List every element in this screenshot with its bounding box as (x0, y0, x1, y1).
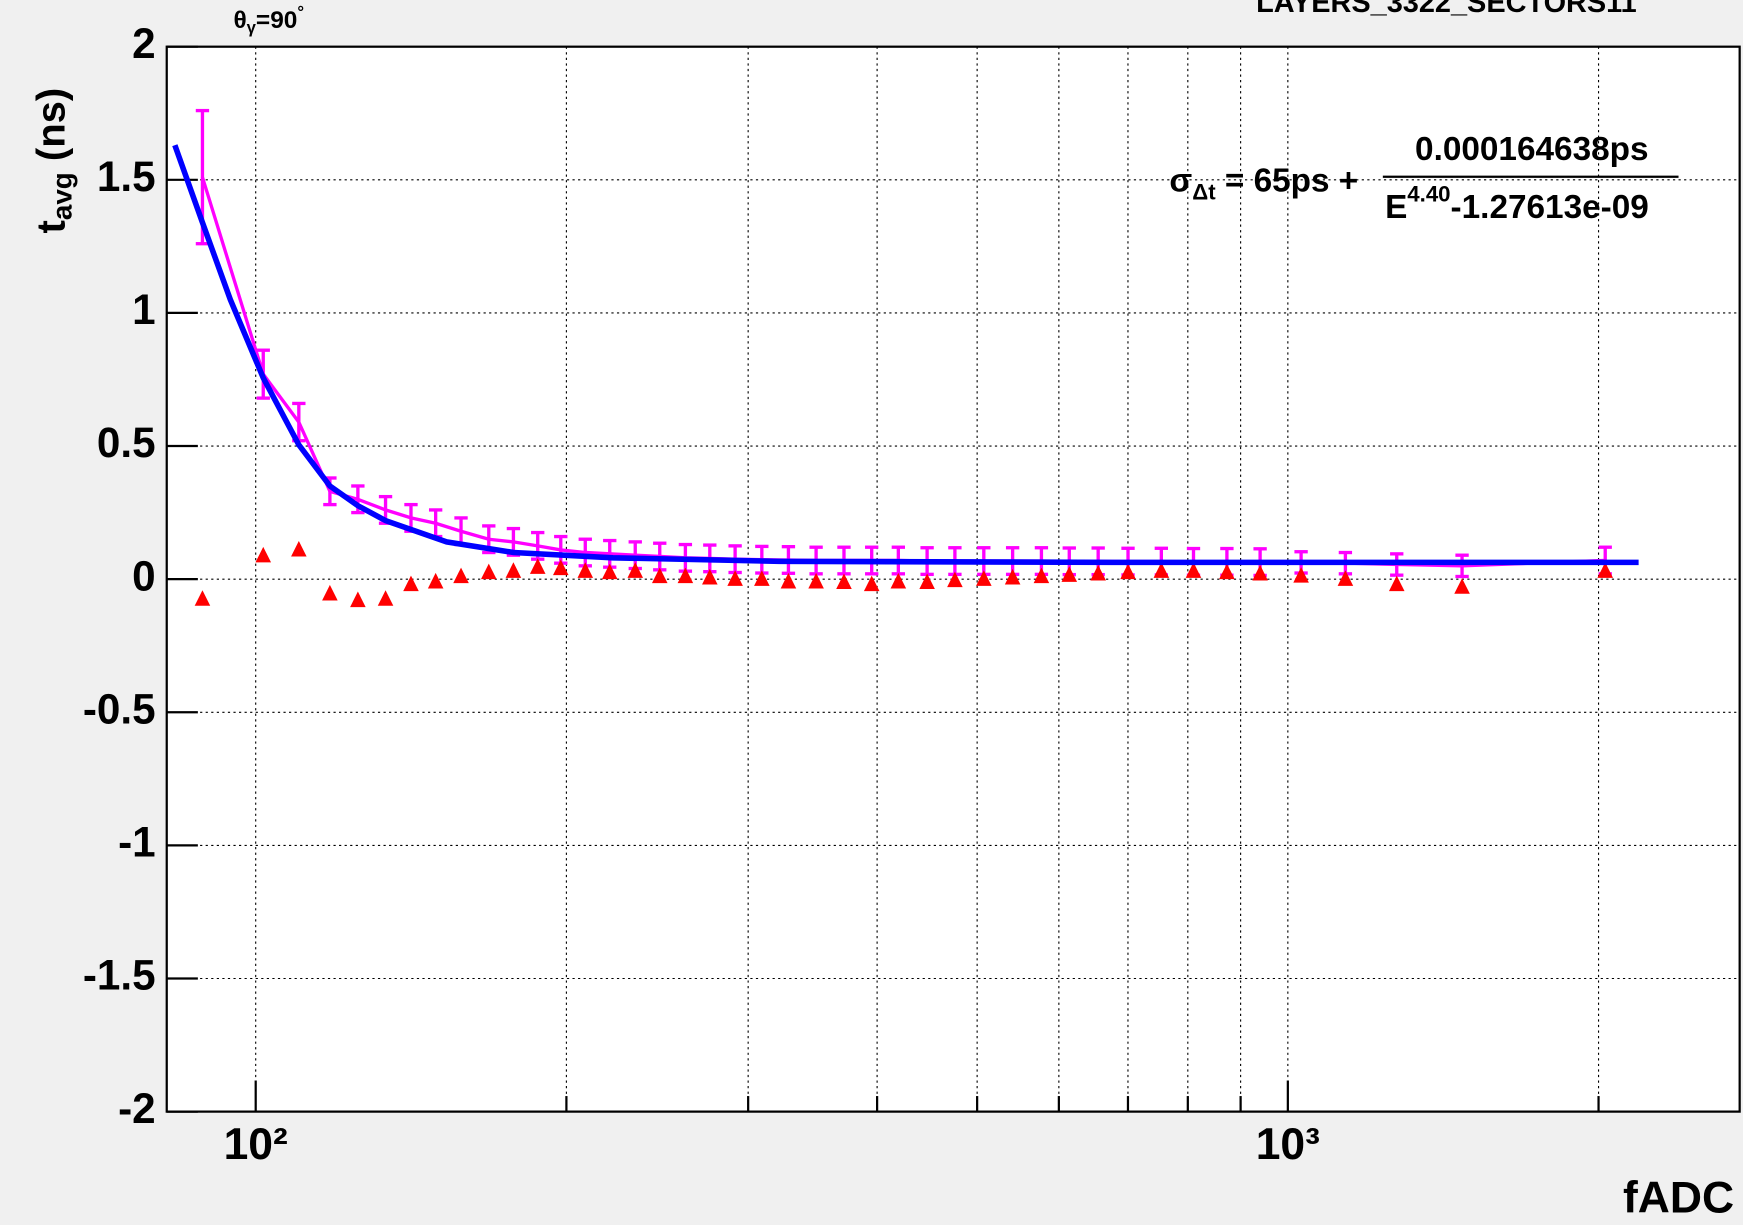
triangle-marker (1388, 575, 1405, 592)
triangle-marker (1153, 562, 1170, 578)
triangle-marker (505, 562, 522, 578)
corner-symbol: θ (233, 8, 246, 35)
annotation: σΔt = 65ps + (1169, 162, 1358, 204)
y-label-base: t (29, 220, 73, 233)
corner-label: θγ=90° (233, 3, 304, 38)
y-tick-label: -0.5 (83, 685, 156, 732)
triangle-marker (651, 567, 668, 584)
y-tick-label: 2 (132, 20, 156, 67)
triangle-marker (808, 572, 824, 589)
triangle-marker (1004, 568, 1021, 585)
y-tick-label: 0.5 (97, 419, 156, 466)
annotation-numerator: 0.000164638ps (1415, 131, 1649, 168)
y-tick-label: -1.5 (83, 952, 156, 999)
triangle-marker (976, 570, 992, 586)
triangle-marker (1293, 567, 1309, 583)
chart-title: LAYERS_3322_SECTORS11 (1256, 0, 1637, 19)
triangle-marker (1252, 564, 1268, 581)
triangle-marker (529, 558, 546, 574)
y-label-subscript: avg (47, 172, 78, 220)
y-label-text: (ns) (29, 88, 73, 172)
triangle-marker (677, 567, 694, 584)
triangle-marker (1219, 563, 1235, 580)
triangle-marker (727, 570, 743, 586)
triangle-marker (890, 572, 907, 589)
triangle-marker (291, 540, 307, 557)
triangle-marker (1185, 562, 1202, 578)
fit-curve (172, 144, 1639, 566)
triangle-marker (403, 575, 419, 592)
y-tick-label: 1.5 (97, 153, 156, 200)
triangle-marker (377, 590, 394, 606)
x-axis-label: fADC (1623, 1173, 1734, 1222)
annotation-denominator: E4.40-1.27613e-09 (1385, 182, 1649, 226)
annotation-subscript: Δt (1192, 179, 1216, 204)
triangle-marker (577, 562, 594, 578)
triangle-marker (627, 562, 644, 578)
denominator-exponent: 4.40 (1407, 182, 1450, 207)
triangle-marker (481, 563, 497, 580)
triangle-marker (1120, 563, 1136, 580)
triangle-marker (1454, 578, 1470, 594)
triangle-marker (350, 591, 366, 608)
denominator-base: E (1385, 189, 1407, 226)
annotation-symbol: σ (1169, 162, 1192, 199)
denominator-rest: -1.27613e-09 (1451, 189, 1649, 226)
triangle-marker (322, 584, 338, 601)
triangle-marker (780, 572, 797, 589)
triangle-marker (194, 590, 211, 606)
plot-frame (165, 45, 1741, 1113)
triangle-marker (255, 546, 272, 563)
corner-text: =90 (256, 8, 297, 35)
triangle-marker (863, 575, 880, 592)
triangle-marker (919, 573, 935, 590)
triangle-marker (1090, 564, 1106, 581)
y-axis-label: tavg (ns) (29, 88, 78, 234)
triangle-marker (1033, 567, 1050, 584)
corner-subscript: γ (247, 18, 257, 37)
annotation-text: = 65ps + (1216, 162, 1359, 199)
triangle-marker (947, 571, 963, 588)
triangle-marker (453, 567, 469, 584)
triangle-marker (552, 559, 569, 576)
x-tick-label: 10³ (1256, 1120, 1320, 1169)
y-tick-label: 1 (132, 286, 156, 333)
triangle-marker (836, 573, 852, 590)
triangle-marker (1597, 562, 1614, 578)
y-tick-label: -2 (118, 1085, 156, 1132)
triangle-marker (754, 570, 770, 586)
triangle-marker (1061, 566, 1078, 582)
triangle-marker (702, 568, 718, 585)
triangle-marker (601, 563, 618, 580)
corner-superscript: ° (297, 3, 304, 22)
y-tick-label: -1 (118, 819, 156, 866)
marks (172, 108, 1639, 608)
x-tick-label: 10² (224, 1120, 288, 1169)
y-tick-label: 0 (132, 552, 156, 599)
triangle-marker (427, 572, 444, 589)
triangle-marker (1337, 570, 1354, 586)
